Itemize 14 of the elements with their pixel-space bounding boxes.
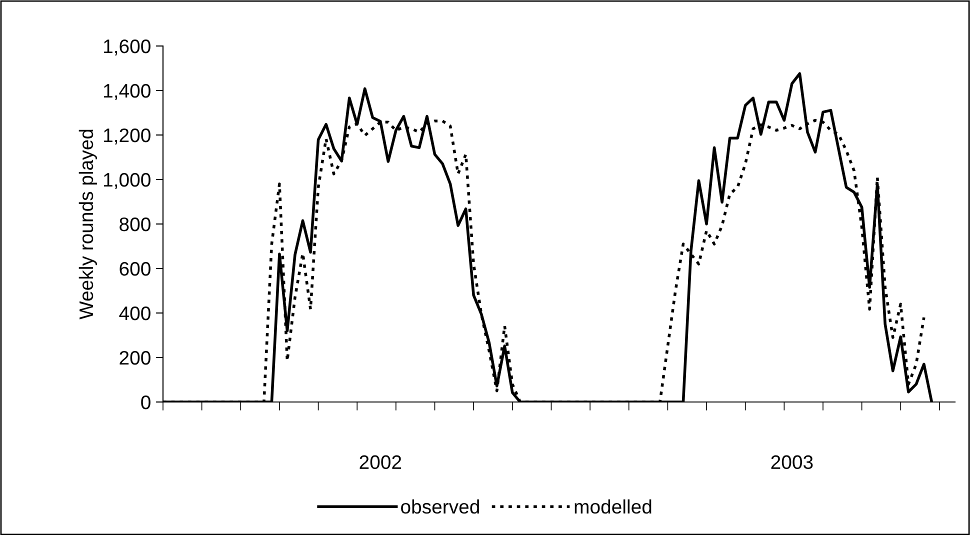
legend-label: modelled — [574, 499, 652, 514]
y-axis-title: Weekly rounds played — [78, 130, 97, 320]
y-tick-label: 1,400 — [104, 84, 150, 100]
y-tick-label: 600 — [120, 262, 150, 276]
y-tick-label: 200 — [120, 350, 150, 365]
y-tick-label: 0 — [141, 395, 150, 410]
y-tick-label: 1,600 — [104, 39, 150, 56]
y-tick-label: 800 — [120, 217, 150, 232]
y-tick-label: 1,200 — [104, 128, 150, 145]
x-tick-label: 2002 — [360, 455, 402, 470]
legend-label: observed — [401, 499, 479, 514]
y-tick-label: 400 — [119, 306, 150, 320]
y-tick-label: 1,000 — [104, 172, 150, 190]
x-tick-label: 2003 — [771, 455, 813, 470]
